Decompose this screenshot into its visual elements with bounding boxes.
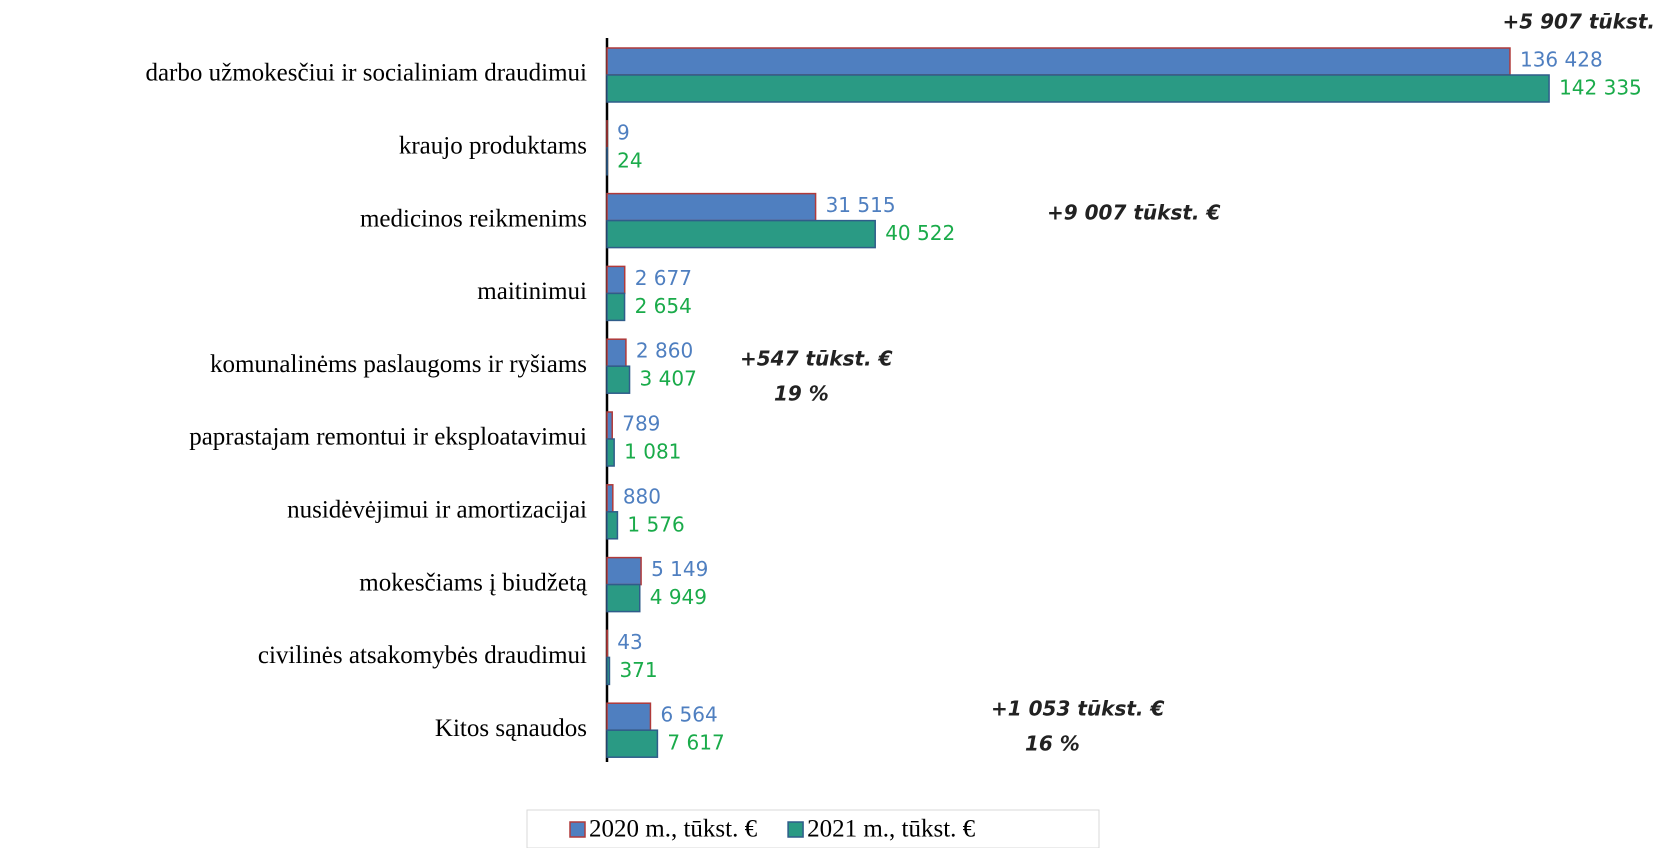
bar bbox=[606, 702, 652, 731]
annotation: +1 053 tūkst. € bbox=[991, 697, 1164, 721]
category-label: medicinos reikmenims bbox=[360, 205, 587, 232]
bar bbox=[606, 338, 627, 367]
bar bbox=[606, 583, 641, 613]
annotation: +5 907 tūkst. bbox=[1502, 10, 1655, 34]
category-label: paprastajam remontui ir eksploatavimui bbox=[189, 424, 587, 451]
value-label: 371 bbox=[619, 658, 657, 682]
value-label: 2 677 bbox=[635, 266, 692, 290]
bar bbox=[606, 219, 876, 249]
bar bbox=[606, 292, 626, 322]
bar bbox=[606, 484, 614, 513]
bar bbox=[606, 192, 817, 222]
legend-label: 2020 m., tūkst. € bbox=[589, 816, 758, 843]
category-label: nusidėvėjimui ir amortizacijai bbox=[287, 497, 587, 524]
value-label: 2 654 bbox=[635, 294, 692, 318]
annotation: 19 % bbox=[774, 382, 829, 406]
bar bbox=[606, 411, 613, 440]
legend-label: 2021 m., tūkst. € bbox=[807, 816, 976, 843]
category-label: civilinės atsakomybės draudimui bbox=[258, 642, 587, 669]
category-label: komunalinėms paslaugoms ir ryšiams bbox=[210, 351, 587, 378]
value-label: 24 bbox=[617, 148, 642, 172]
annotation: +9 007 tūkst. € bbox=[1047, 201, 1220, 225]
category-label: darbo užmokesčiui ir socialiniam draudim… bbox=[145, 60, 587, 87]
category-label: kraujo produktams bbox=[399, 133, 587, 160]
value-label: 4 949 bbox=[650, 585, 707, 609]
value-label: 31 515 bbox=[826, 193, 896, 217]
bar bbox=[606, 511, 619, 540]
value-label: 1 576 bbox=[627, 512, 684, 536]
bar bbox=[606, 729, 659, 758]
bar bbox=[606, 47, 1511, 76]
value-label: 40 522 bbox=[885, 221, 955, 245]
bar bbox=[606, 438, 615, 467]
category-label: Kitos sąnaudos bbox=[435, 715, 587, 742]
legend-swatch bbox=[787, 821, 804, 838]
value-label: 1 081 bbox=[624, 440, 681, 464]
category-label: mokesčiams į biudžetą bbox=[359, 569, 588, 596]
value-label: 142 335 bbox=[1559, 76, 1642, 100]
value-label: 3 407 bbox=[640, 367, 697, 391]
value-label: 136 428 bbox=[1520, 48, 1603, 72]
annotation: 16 % bbox=[1025, 732, 1080, 756]
value-label: 880 bbox=[623, 484, 661, 508]
value-label: 9 bbox=[617, 120, 630, 144]
category-label: maitinimui bbox=[477, 278, 587, 305]
annotation: +547 tūkst. € bbox=[740, 347, 893, 371]
value-label: 5 149 bbox=[651, 557, 708, 581]
value-label: 2 860 bbox=[636, 339, 693, 363]
value-label: 789 bbox=[622, 412, 660, 436]
bar bbox=[606, 556, 642, 586]
bar bbox=[606, 365, 631, 394]
value-label: 6 564 bbox=[660, 703, 717, 727]
legend-box bbox=[526, 809, 1100, 848]
value-label: 7 617 bbox=[667, 731, 724, 755]
bar bbox=[606, 265, 626, 295]
bar bbox=[606, 656, 611, 686]
legend-swatch bbox=[569, 821, 586, 838]
value-label: 43 bbox=[617, 630, 642, 654]
bar bbox=[606, 74, 1550, 103]
